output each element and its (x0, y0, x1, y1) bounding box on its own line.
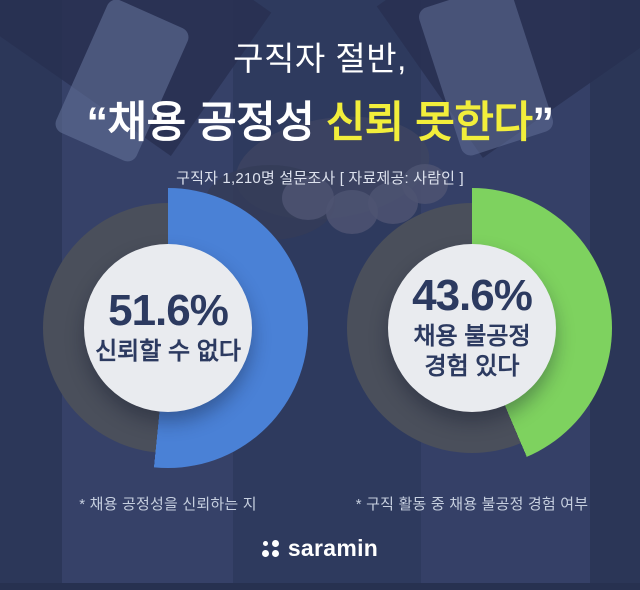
footer: saramin (0, 535, 640, 562)
donut-chart-trust: 51.6% 신뢰할 수 없다 (28, 188, 308, 468)
saramin-logo-text: saramin (287, 535, 379, 561)
donut-center-label: 채용 불공정 경험 있다 (413, 323, 531, 380)
donut-chart-unfair-experience: 43.6% 채용 불공정 경험 있다 (332, 188, 612, 468)
donut-center-label: 신뢰할 수 없다 (95, 338, 241, 365)
title-line-1: 구직자 절반, (233, 40, 407, 77)
chart-caption-left: * 채용 공정성을 신뢰하는 지 (79, 496, 257, 513)
chart-caption-right: * 구직 활동 중 채용 불공정 경험 여부 (355, 496, 589, 513)
title-line-2: “채용 공정성 신뢰 못한다” (0, 88, 640, 150)
handshake-finger (282, 176, 334, 220)
donut-center: 43.6% 채용 불공정 경험 있다 (388, 244, 556, 412)
logo-dot (272, 550, 280, 557)
logo-dot (263, 541, 269, 546)
saramin-dots-icon (262, 540, 280, 558)
title-yellow-part: 신뢰 못한다 (325, 99, 533, 147)
title-white-part: 채용 공정성 (107, 99, 326, 147)
donut-center: 51.6% 신뢰할 수 없다 (84, 244, 252, 412)
logo-dot (272, 540, 280, 547)
bg-bottom-strip (0, 583, 640, 590)
open-quote: “ (86, 99, 109, 147)
survey-subtitle: 구직자 1,210명 설문조사 [ 자료제공: 사람인 ] (176, 170, 464, 187)
header: 구직자 절반, “채용 공정성 신뢰 못한다” 구직자 1,210명 설문조사 … (0, 0, 640, 188)
close-quote: ” (532, 99, 554, 147)
donut-percent-value: 43.6% (412, 271, 533, 320)
logo-dot (262, 550, 270, 557)
donut-percent-value: 51.6% (108, 286, 229, 335)
